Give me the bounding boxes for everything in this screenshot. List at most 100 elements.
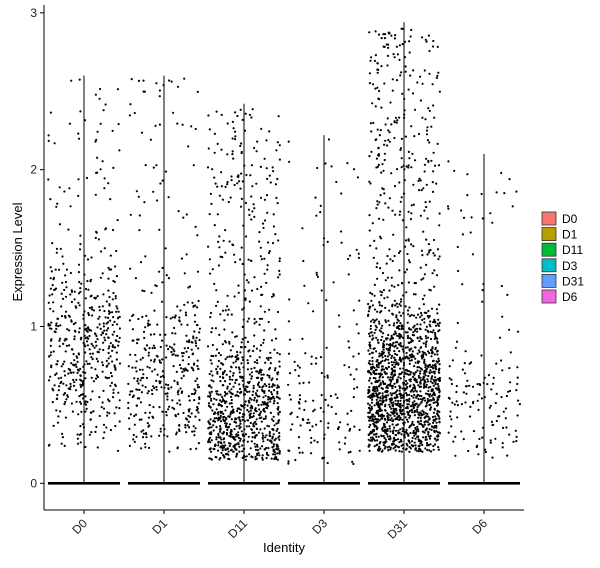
data-point bbox=[264, 436, 267, 439]
data-point bbox=[357, 352, 360, 355]
data-point bbox=[425, 444, 429, 447]
data-point bbox=[386, 355, 389, 358]
data-point bbox=[79, 378, 82, 381]
data-point bbox=[427, 393, 431, 397]
data-point bbox=[419, 179, 422, 182]
data-point bbox=[367, 411, 370, 414]
data-point bbox=[394, 399, 397, 402]
data-point bbox=[437, 324, 441, 327]
data-point bbox=[437, 446, 440, 449]
data-point bbox=[329, 394, 332, 398]
data-point bbox=[265, 194, 269, 197]
data-point bbox=[395, 314, 398, 317]
data-point bbox=[217, 351, 221, 355]
data-point bbox=[103, 329, 106, 332]
data-point bbox=[217, 416, 220, 419]
data-point bbox=[50, 270, 54, 273]
data-point bbox=[253, 366, 256, 369]
data-point bbox=[112, 316, 115, 319]
data-point bbox=[407, 341, 410, 344]
data-point bbox=[387, 419, 390, 422]
data-point bbox=[408, 445, 411, 449]
data-point bbox=[148, 323, 151, 326]
data-point bbox=[386, 296, 389, 299]
data-point bbox=[435, 274, 439, 277]
data-point bbox=[269, 181, 272, 184]
data-point bbox=[296, 415, 299, 419]
legend-label: D11 bbox=[562, 243, 583, 257]
data-point bbox=[217, 264, 221, 267]
data-point bbox=[423, 421, 426, 424]
data-point bbox=[378, 134, 381, 137]
data-point bbox=[339, 421, 342, 424]
data-point bbox=[165, 344, 168, 347]
data-point bbox=[438, 371, 441, 374]
data-point bbox=[270, 379, 273, 382]
data-point bbox=[332, 281, 335, 284]
data-point bbox=[381, 376, 384, 379]
data-point bbox=[262, 434, 265, 437]
data-point bbox=[352, 168, 356, 171]
data-point bbox=[150, 435, 153, 438]
data-point bbox=[271, 377, 274, 380]
data-point bbox=[405, 428, 408, 432]
data-point bbox=[73, 381, 76, 384]
data-point bbox=[183, 347, 186, 350]
data-point bbox=[102, 437, 105, 440]
data-point bbox=[375, 435, 378, 438]
data-point bbox=[431, 425, 434, 428]
data-point bbox=[276, 390, 279, 393]
data-point bbox=[270, 295, 274, 298]
data-point bbox=[222, 384, 225, 387]
data-point bbox=[90, 431, 93, 434]
data-point bbox=[101, 272, 104, 275]
data-point bbox=[244, 336, 247, 339]
data-point bbox=[462, 438, 465, 441]
data-point bbox=[413, 414, 416, 417]
data-point bbox=[111, 344, 114, 347]
data-point bbox=[385, 262, 388, 265]
data-point bbox=[247, 208, 250, 211]
data-point bbox=[461, 368, 464, 371]
data-point bbox=[144, 326, 147, 329]
data-point bbox=[391, 430, 395, 433]
data-point bbox=[131, 339, 134, 342]
data-point bbox=[367, 332, 371, 335]
data-point bbox=[500, 395, 503, 399]
data-point bbox=[207, 114, 210, 117]
data-point bbox=[367, 302, 370, 306]
data-point bbox=[410, 28, 413, 31]
data-point bbox=[49, 287, 53, 290]
data-point bbox=[197, 347, 200, 350]
data-point bbox=[348, 346, 351, 349]
data-point bbox=[435, 308, 438, 311]
data-point bbox=[189, 415, 192, 418]
data-point bbox=[217, 393, 220, 396]
data-point bbox=[251, 393, 254, 397]
data-point bbox=[392, 53, 395, 56]
data-point bbox=[425, 438, 428, 441]
data-point bbox=[384, 33, 387, 36]
data-point bbox=[65, 338, 68, 341]
data-point bbox=[230, 313, 233, 316]
data-point bbox=[399, 367, 402, 370]
data-point bbox=[373, 283, 376, 286]
data-point bbox=[84, 287, 88, 291]
data-point bbox=[369, 347, 372, 350]
data-point bbox=[100, 406, 103, 409]
data-point bbox=[379, 440, 382, 444]
data-point bbox=[437, 398, 440, 401]
x-axis-title: Identity bbox=[263, 540, 305, 555]
data-point bbox=[426, 442, 429, 445]
data-point bbox=[75, 378, 78, 381]
data-point bbox=[260, 420, 263, 423]
data-point bbox=[238, 424, 241, 427]
data-point bbox=[50, 327, 53, 330]
data-point bbox=[138, 418, 141, 421]
data-point bbox=[276, 402, 279, 405]
data-point bbox=[435, 430, 438, 433]
data-point bbox=[515, 389, 518, 392]
data-point bbox=[435, 379, 438, 382]
data-point bbox=[153, 358, 156, 361]
data-point bbox=[385, 391, 388, 394]
